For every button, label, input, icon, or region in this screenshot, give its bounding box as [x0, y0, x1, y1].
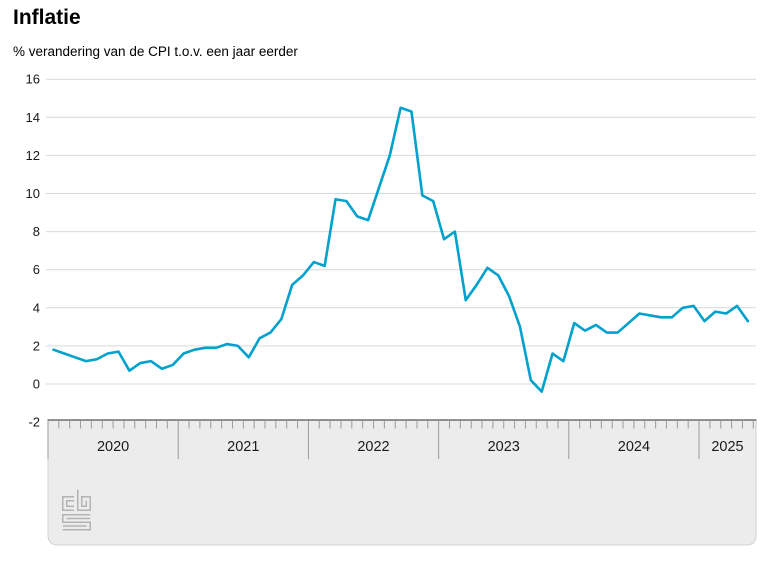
- y-tick-label-14: 14: [26, 110, 40, 125]
- y-tick-label-12: 12: [26, 148, 40, 163]
- x-year-label-2022: 2022: [357, 439, 389, 455]
- cbs-logo-icon: [62, 489, 91, 531]
- y-tick-label-16: 16: [26, 72, 40, 87]
- inflation-line: [52, 106, 750, 393]
- cbs-logo-stroke-1: [66, 500, 74, 507]
- y-axis-labels: -2 0 2 4 6 8 10 12 14 16: [26, 72, 40, 430]
- y-tick-label-8: 8: [33, 224, 40, 239]
- x-year-label-2021: 2021: [227, 439, 259, 455]
- cbs-logo-stroke-2: [77, 489, 91, 511]
- y-tick-label-10: 10: [26, 186, 40, 201]
- y-tick-label-4: 4: [33, 300, 40, 315]
- y-tick-label-0: 0: [33, 377, 40, 392]
- gridlines: [46, 78, 756, 385]
- x-year-label-2025: 2025: [711, 439, 743, 455]
- x-axis-band: [47, 419, 757, 546]
- y-tick-label-6: 6: [33, 262, 40, 277]
- x-year-label-2024: 2024: [618, 439, 650, 455]
- x-year-label-2023: 2023: [488, 439, 520, 455]
- x-year-label-2020: 2020: [97, 439, 129, 455]
- cbs-logo-stroke-3: [62, 514, 91, 531]
- x-axis-year-labels: 2020 2021 2022 2023 2024 2025: [97, 439, 744, 455]
- y-tick-label--2: -2: [28, 415, 40, 430]
- chart-subtitle: % verandering van de CPI t.o.v. een jaar…: [13, 44, 298, 59]
- x-axis-ticks: [47, 421, 754, 459]
- axis-band-background: [47, 419, 757, 546]
- chart-title: Inflatie: [13, 6, 81, 29]
- y-tick-label-2: 2: [33, 338, 40, 353]
- cbs-logo-stroke-0: [62, 496, 74, 511]
